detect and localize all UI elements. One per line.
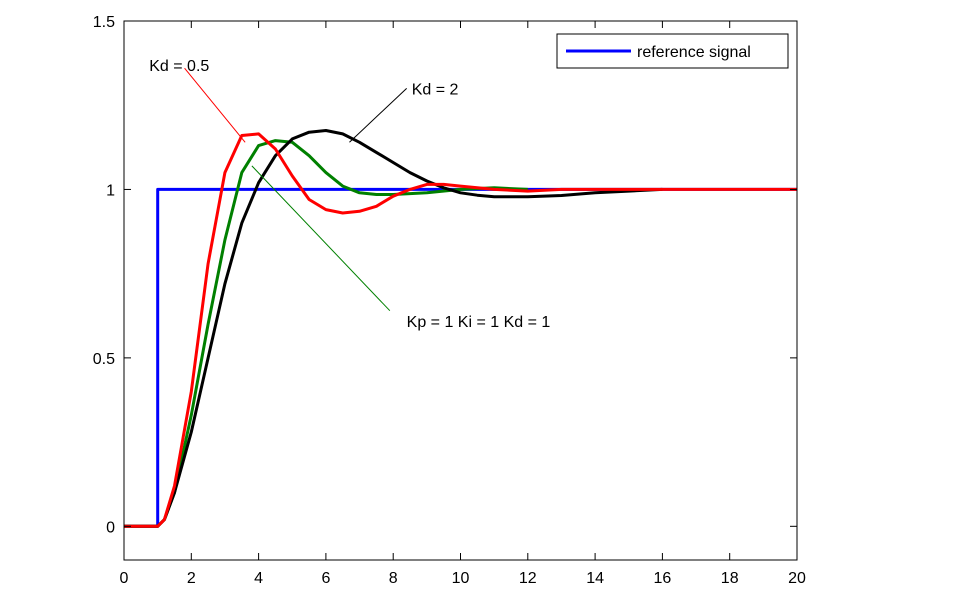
x-tick-label: 16 (654, 570, 672, 587)
y-tick-label: 0.5 (93, 351, 115, 368)
x-tick-label: 6 (321, 570, 330, 587)
annotation-pointer-2 (251, 165, 391, 312)
y-tick-label: 0 (106, 519, 115, 536)
annotation-label-0: Kd = 0.5 (149, 58, 209, 75)
x-tick-label: 2 (187, 570, 196, 587)
series-line-kp-1-ki-1-kd-1 (124, 139, 528, 528)
series-layer (124, 129, 797, 528)
x-tick-label: 0 (120, 570, 129, 587)
x-tick-label: 20 (788, 570, 806, 587)
legend-label-reference: reference signal (637, 44, 751, 61)
annotation-pointer-1 (349, 88, 408, 143)
annotation-pointer-0 (184, 67, 246, 143)
plot-area (124, 21, 797, 560)
annotation-label-1: Kd = 2 (412, 81, 459, 98)
series-line-kd-2 (124, 129, 663, 528)
x-tick-label: 10 (452, 570, 470, 587)
x-tick-label: 4 (254, 570, 263, 587)
x-tick-label: 8 (389, 570, 398, 587)
annotation-label-2: Kp = 1 Ki = 1 Kd = 1 (407, 314, 551, 331)
axes-layer: 0 2 4 6 8 10 12 14 16 18 20 0 0.5 1 1.5 (93, 14, 806, 587)
x-tick-label: 18 (721, 570, 739, 587)
series-line-kd-0-5 (124, 132, 797, 528)
x-tick-label: 14 (586, 570, 604, 587)
x-tick-label: 12 (519, 570, 537, 587)
y-tick-label: 1.5 (93, 14, 115, 31)
annotation-layer: Kd = 0.5 Kd = 2 Kp = 1 Ki = 1 Kd = 1 (149, 58, 550, 331)
legend: reference signal (556, 33, 789, 69)
y-tick-label: 1 (106, 182, 115, 199)
